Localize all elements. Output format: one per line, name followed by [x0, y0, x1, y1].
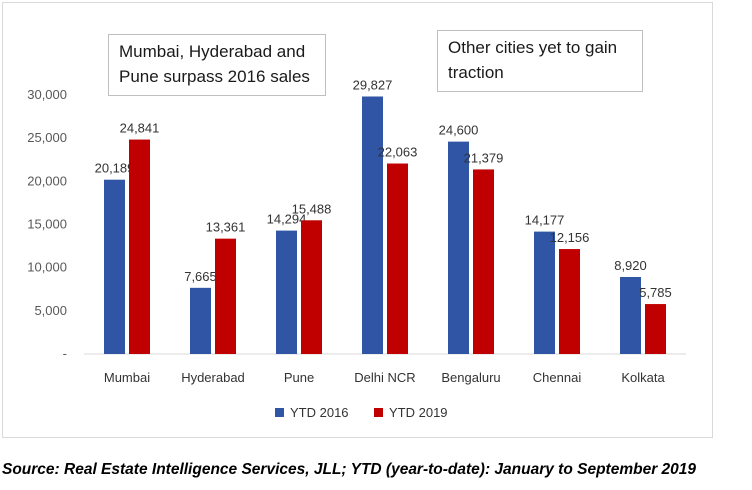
legend-label: YTD 2019 [389, 405, 448, 420]
bar-ytd-2019 [387, 163, 408, 354]
bar-ytd-2016 [190, 287, 211, 354]
bar-ytd-2019 [215, 238, 236, 354]
bar-ytd-2016 [362, 96, 383, 355]
y-tick-label: 20,000 [27, 173, 67, 188]
y-tick-label: 10,000 [27, 260, 67, 275]
bar-ytd-2019 [473, 169, 494, 354]
y-tick-label: 15,000 [27, 217, 67, 232]
data-label: 13,361 [206, 220, 246, 235]
data-label: 8,920 [614, 258, 647, 273]
x-tick-label: Bengaluru [441, 370, 500, 385]
bar-ytd-2019 [645, 304, 666, 354]
data-label: 29,827 [353, 77, 393, 92]
bar-ytd-2016 [276, 230, 297, 354]
bar-ytd-2019 [559, 249, 580, 354]
bar-ytd-2016 [534, 231, 555, 354]
x-tick-label: Chennai [533, 370, 582, 385]
data-label: 20,189 [95, 161, 135, 176]
callout-other-cities: Other cities yet to gain traction [437, 30, 643, 92]
data-label: 14,177 [525, 213, 565, 228]
data-label: 12,156 [550, 230, 590, 245]
data-label: 24,841 [120, 121, 160, 136]
bar-ytd-2016 [104, 179, 125, 354]
bar-ytd-2016 [620, 276, 641, 354]
bar-ytd-2019 [129, 139, 150, 354]
x-tick-label: Kolkata [621, 370, 665, 385]
y-tick-label: - [63, 346, 67, 361]
bar-chart: - 5,000 10,000 15,000 20,000 25,000 30,000 20,1… [27, 77, 686, 420]
y-tick-label: 25,000 [27, 130, 67, 145]
y-tick-label: 5,000 [34, 303, 67, 318]
source-note: Source: Real Estate Intelligence Service… [2, 461, 697, 478]
legend-swatch [275, 408, 284, 417]
callout-mumbai-hyderabad-pune: Mumbai, Hyderabad and Pune surpass 2016 … [108, 34, 326, 96]
data-label: 5,785 [639, 285, 672, 300]
legend-label: YTD 2016 [290, 405, 349, 420]
bar-ytd-2019 [301, 220, 322, 354]
x-tick-label: Delhi NCR [354, 370, 415, 385]
data-label: 21,379 [464, 150, 504, 165]
x-tick-label: Mumbai [104, 370, 150, 385]
data-label: 24,600 [439, 123, 479, 138]
data-label: 14,294 [267, 212, 307, 227]
data-label: 7,665 [184, 269, 217, 284]
y-tick-label: 30,000 [27, 87, 67, 102]
x-tick-label: Hyderabad [181, 370, 245, 385]
x-tick-label: Pune [284, 370, 314, 385]
bar-ytd-2016 [448, 141, 469, 354]
chart-frame: - 5,000 10,000 15,000 20,000 25,000 30,000 20,1… [2, 2, 713, 438]
legend-swatch [374, 408, 383, 417]
data-label: 15,488 [292, 201, 332, 216]
data-label: 22,063 [378, 145, 418, 160]
